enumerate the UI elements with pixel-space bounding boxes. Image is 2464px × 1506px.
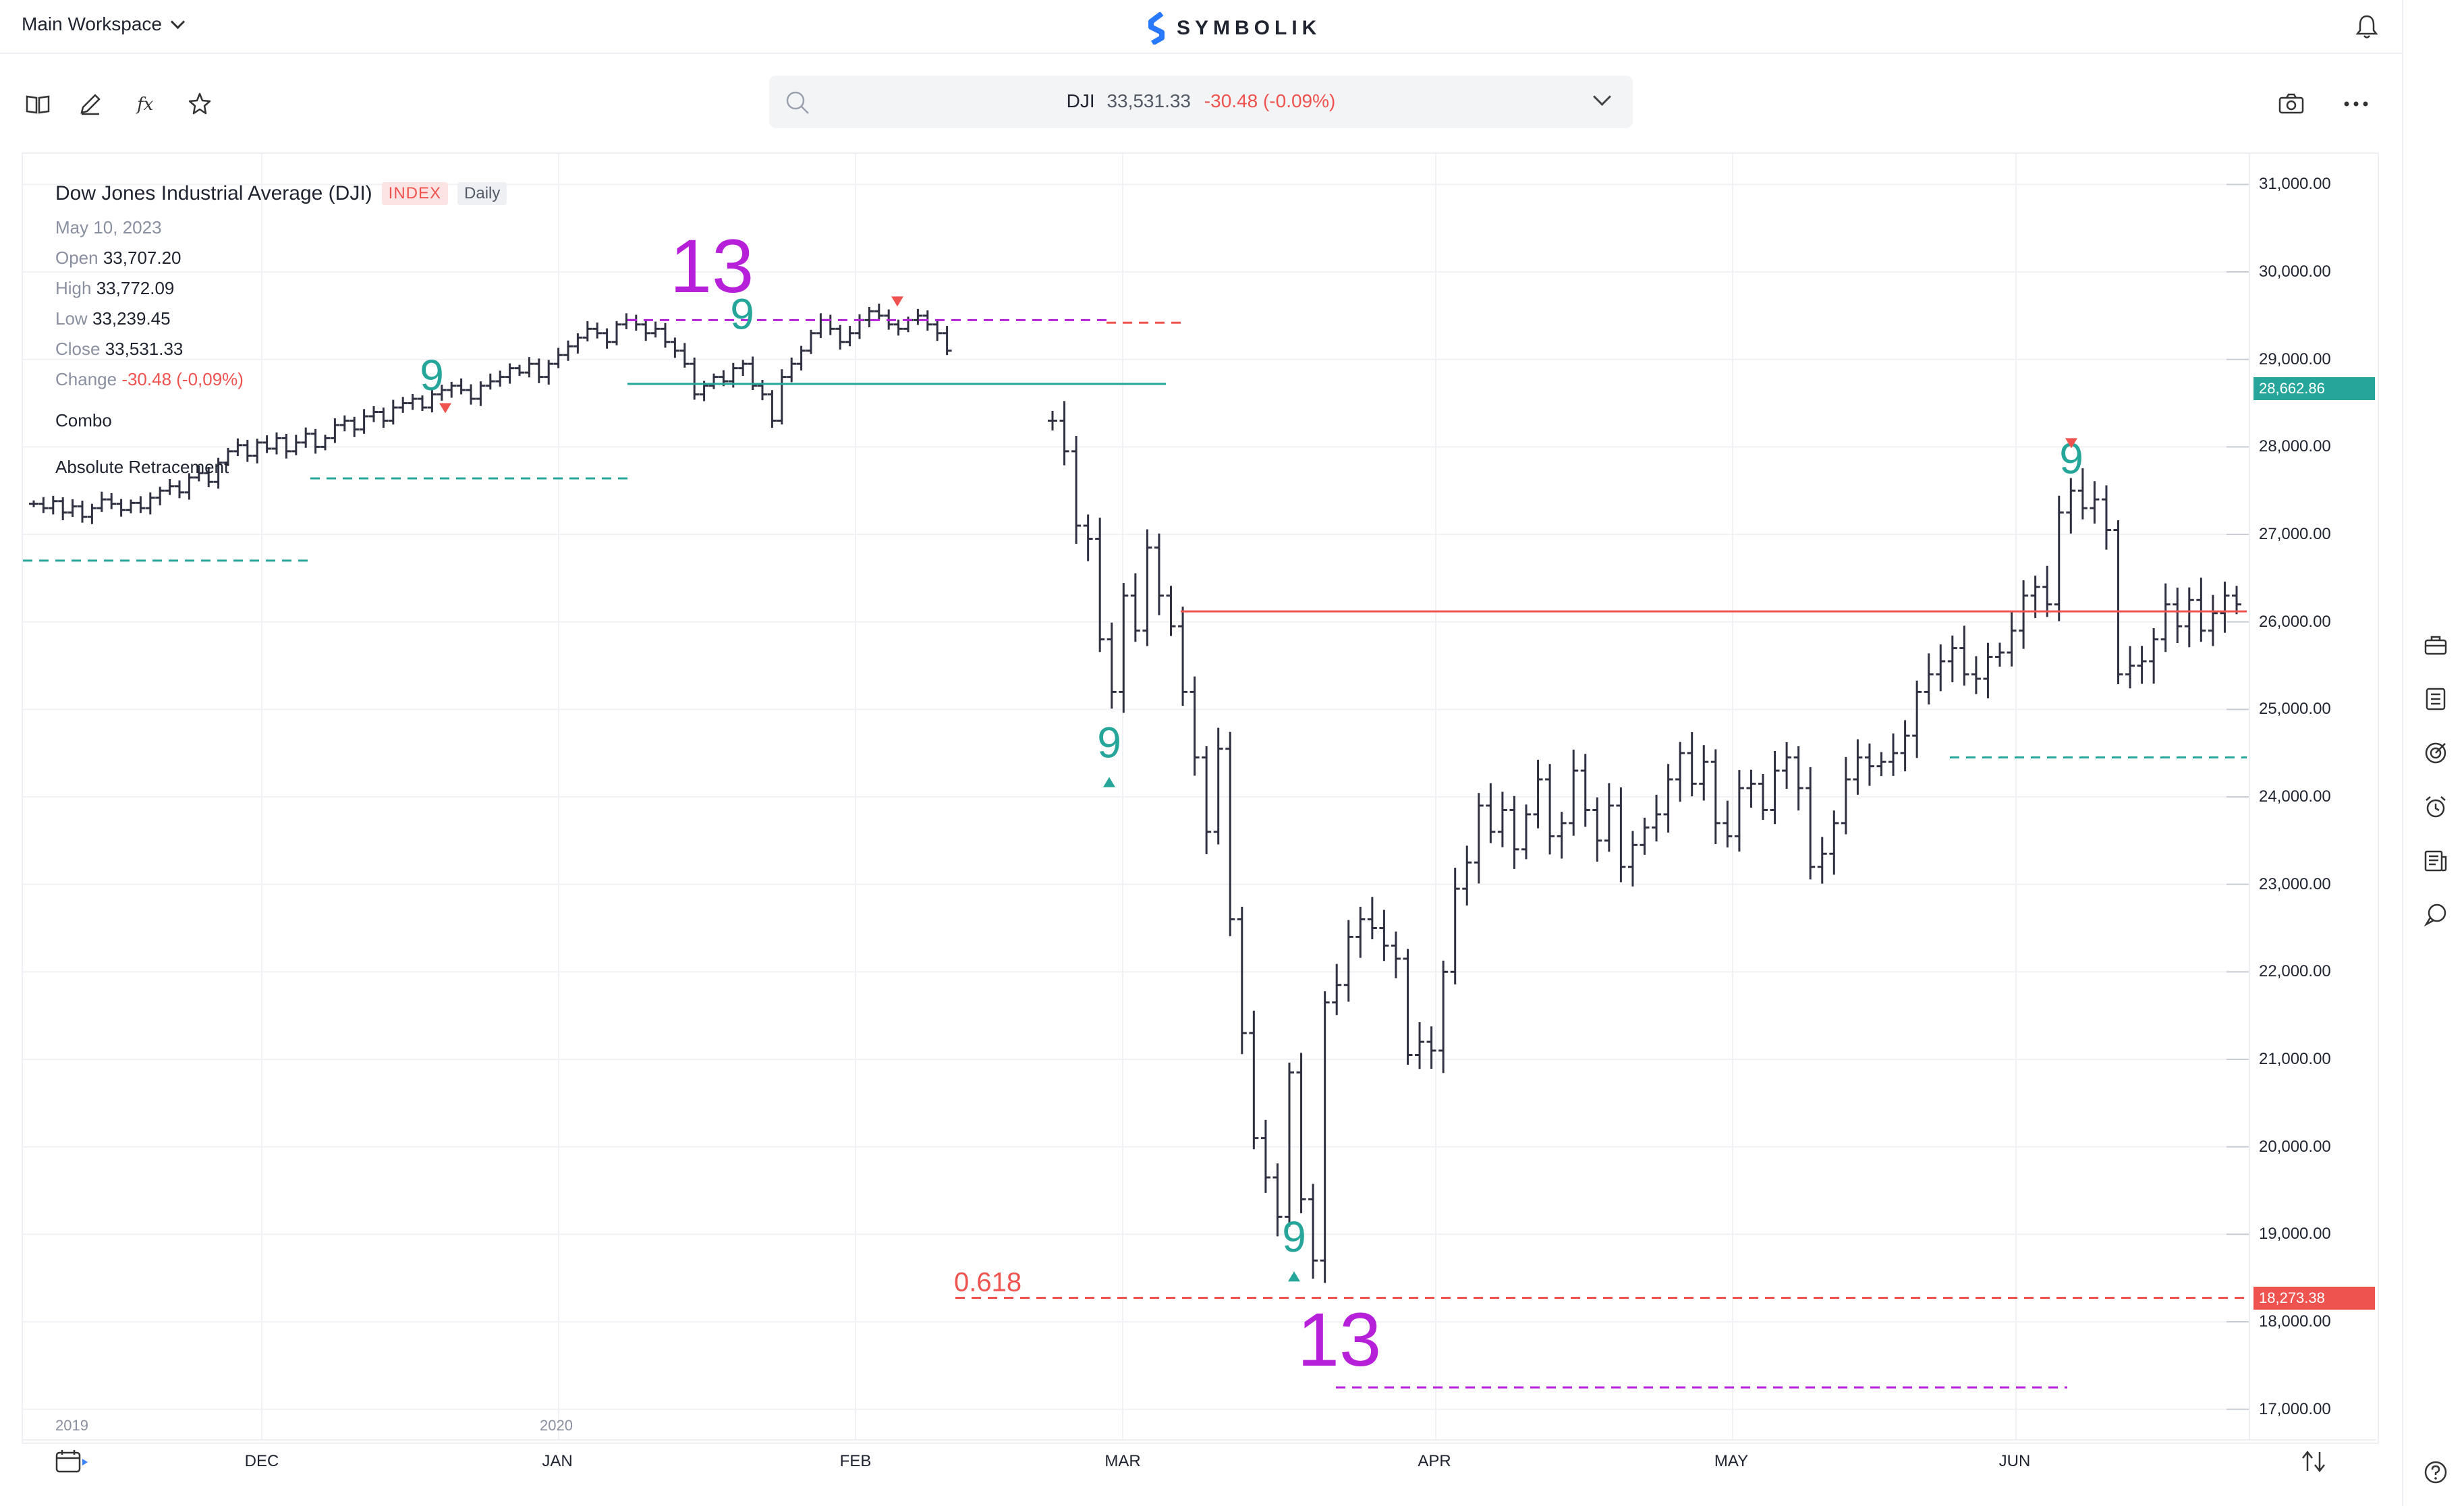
y-tick-label: 22,000.00 bbox=[2259, 962, 2331, 981]
news-icon[interactable] bbox=[2422, 847, 2449, 874]
y-tick-label: 29,000.00 bbox=[2259, 350, 2331, 368]
y-tick-label: 18,000.00 bbox=[2259, 1312, 2331, 1331]
x-tick-label: APR bbox=[1418, 1452, 1451, 1470]
top-bar: Main Workspace SYMBOLIK bbox=[0, 0, 2448, 54]
x-tick-label: JAN bbox=[542, 1452, 573, 1470]
quote-symbol: DJI bbox=[1066, 90, 1095, 111]
change-label: Change bbox=[55, 369, 117, 389]
legend-open: Open 33,707.20 bbox=[55, 248, 507, 269]
chart-toolbar: fx bbox=[0, 80, 2402, 127]
function-icon[interactable]: fx bbox=[131, 89, 161, 119]
high-value: 33,772.09 bbox=[96, 278, 175, 298]
alarm-icon[interactable] bbox=[2422, 793, 2449, 820]
legend-title-row: Dow Jones Industrial Average (DJI) INDEX… bbox=[55, 182, 507, 205]
help-icon[interactable] bbox=[2422, 1459, 2449, 1486]
interval-badge[interactable]: Daily bbox=[457, 182, 507, 205]
more-icon[interactable] bbox=[2341, 89, 2371, 119]
open-value: 33,707.20 bbox=[103, 248, 181, 268]
y-tick-label: 25,000.00 bbox=[2259, 700, 2331, 719]
target-icon[interactable] bbox=[2422, 740, 2449, 766]
y-tick-label: 30,000.00 bbox=[2259, 262, 2331, 281]
change-value: -30.48 (-0,09%) bbox=[121, 369, 244, 389]
chat-icon[interactable] bbox=[2422, 901, 2449, 928]
quote-last: 33,531.33 bbox=[1107, 90, 1192, 111]
calendar-icon[interactable] bbox=[55, 1449, 88, 1477]
chevron-down-icon bbox=[170, 14, 186, 29]
x-tick-label: FEB bbox=[839, 1452, 872, 1470]
brand-name: SYMBOLIK bbox=[1177, 17, 1322, 39]
indicator-retracement[interactable]: Absolute Retracement bbox=[55, 457, 229, 477]
brand-logo: SYMBOLIK bbox=[1147, 12, 1321, 45]
search-icon bbox=[786, 91, 809, 114]
y-tick-label: 27,000.00 bbox=[2259, 525, 2331, 544]
indicator-combo[interactable]: Combo bbox=[55, 410, 112, 430]
price-tag: 28,662.86 bbox=[2253, 377, 2375, 401]
legend-high: High 33,772.09 bbox=[55, 278, 507, 299]
x-tick-label: JUN bbox=[1998, 1452, 2031, 1470]
quote-change: -30.48 (-0.09%) bbox=[1204, 90, 1336, 111]
right-sidebar bbox=[2402, 0, 2464, 1506]
legend-change: Change -30.48 (-0,09%) bbox=[55, 369, 507, 390]
low-value: 33,239.45 bbox=[92, 308, 171, 329]
year-label: 2020 bbox=[540, 1417, 573, 1434]
y-tick-label: 24,000.00 bbox=[2259, 787, 2331, 806]
price-tag: 18,273.38 bbox=[2253, 1286, 2375, 1310]
symbolik-logo-icon bbox=[1148, 12, 1165, 45]
x-tick-label: MAY bbox=[1714, 1452, 1749, 1470]
x-tick-label: DEC bbox=[244, 1452, 279, 1470]
chart-panel[interactable] bbox=[22, 152, 2379, 1444]
y-tick-label: 20,000.00 bbox=[2259, 1137, 2331, 1156]
briefcase-icon[interactable] bbox=[2422, 632, 2449, 659]
symbol-search[interactable]: DJI 33,531.33 -30.48 (-0.09%) bbox=[769, 76, 1633, 128]
instrument-title: Dow Jones Industrial Average (DJI) bbox=[55, 182, 372, 204]
y-tick-label: 28,000.00 bbox=[2259, 437, 2331, 456]
workspace-label: Main Workspace bbox=[22, 13, 163, 34]
y-tick-label: 26,000.00 bbox=[2259, 612, 2331, 631]
legend-date: May 10, 2023 bbox=[55, 217, 162, 238]
book-icon[interactable] bbox=[23, 89, 53, 119]
close-value: 33,531.33 bbox=[105, 339, 184, 359]
y-tick-label: 23,000.00 bbox=[2259, 874, 2331, 893]
chart-legend: Dow Jones Industrial Average (DJI) INDEX… bbox=[55, 182, 507, 478]
y-tick-label: 31,000.00 bbox=[2259, 175, 2331, 194]
low-label: Low bbox=[55, 308, 88, 329]
y-tick-label: 19,000.00 bbox=[2259, 1225, 2331, 1244]
svg-text:fx: fx bbox=[136, 94, 154, 115]
x-tick-label: MAR bbox=[1104, 1452, 1141, 1470]
camera-icon[interactable] bbox=[2276, 89, 2306, 119]
close-label: Close bbox=[55, 339, 101, 359]
index-badge: INDEX bbox=[381, 182, 449, 205]
star-icon[interactable] bbox=[185, 89, 215, 119]
legend-low: Low 33,239.45 bbox=[55, 308, 507, 329]
bell-icon[interactable] bbox=[2355, 13, 2379, 43]
high-label: High bbox=[55, 278, 92, 298]
workspace-selector[interactable]: Main Workspace bbox=[22, 13, 186, 35]
pencil-icon[interactable] bbox=[76, 89, 105, 119]
quote-summary: DJI 33,531.33 -30.48 (-0.09%) bbox=[769, 90, 1633, 112]
open-label: Open bbox=[55, 248, 99, 268]
y-tick-label: 17,000.00 bbox=[2259, 1399, 2331, 1418]
sort-icon[interactable] bbox=[2301, 1449, 2328, 1477]
year-label: 2019 bbox=[55, 1417, 88, 1434]
legend-close: Close 33,531.33 bbox=[55, 339, 507, 360]
list-icon[interactable] bbox=[2422, 686, 2449, 713]
y-tick-label: 21,000.00 bbox=[2259, 1049, 2331, 1068]
